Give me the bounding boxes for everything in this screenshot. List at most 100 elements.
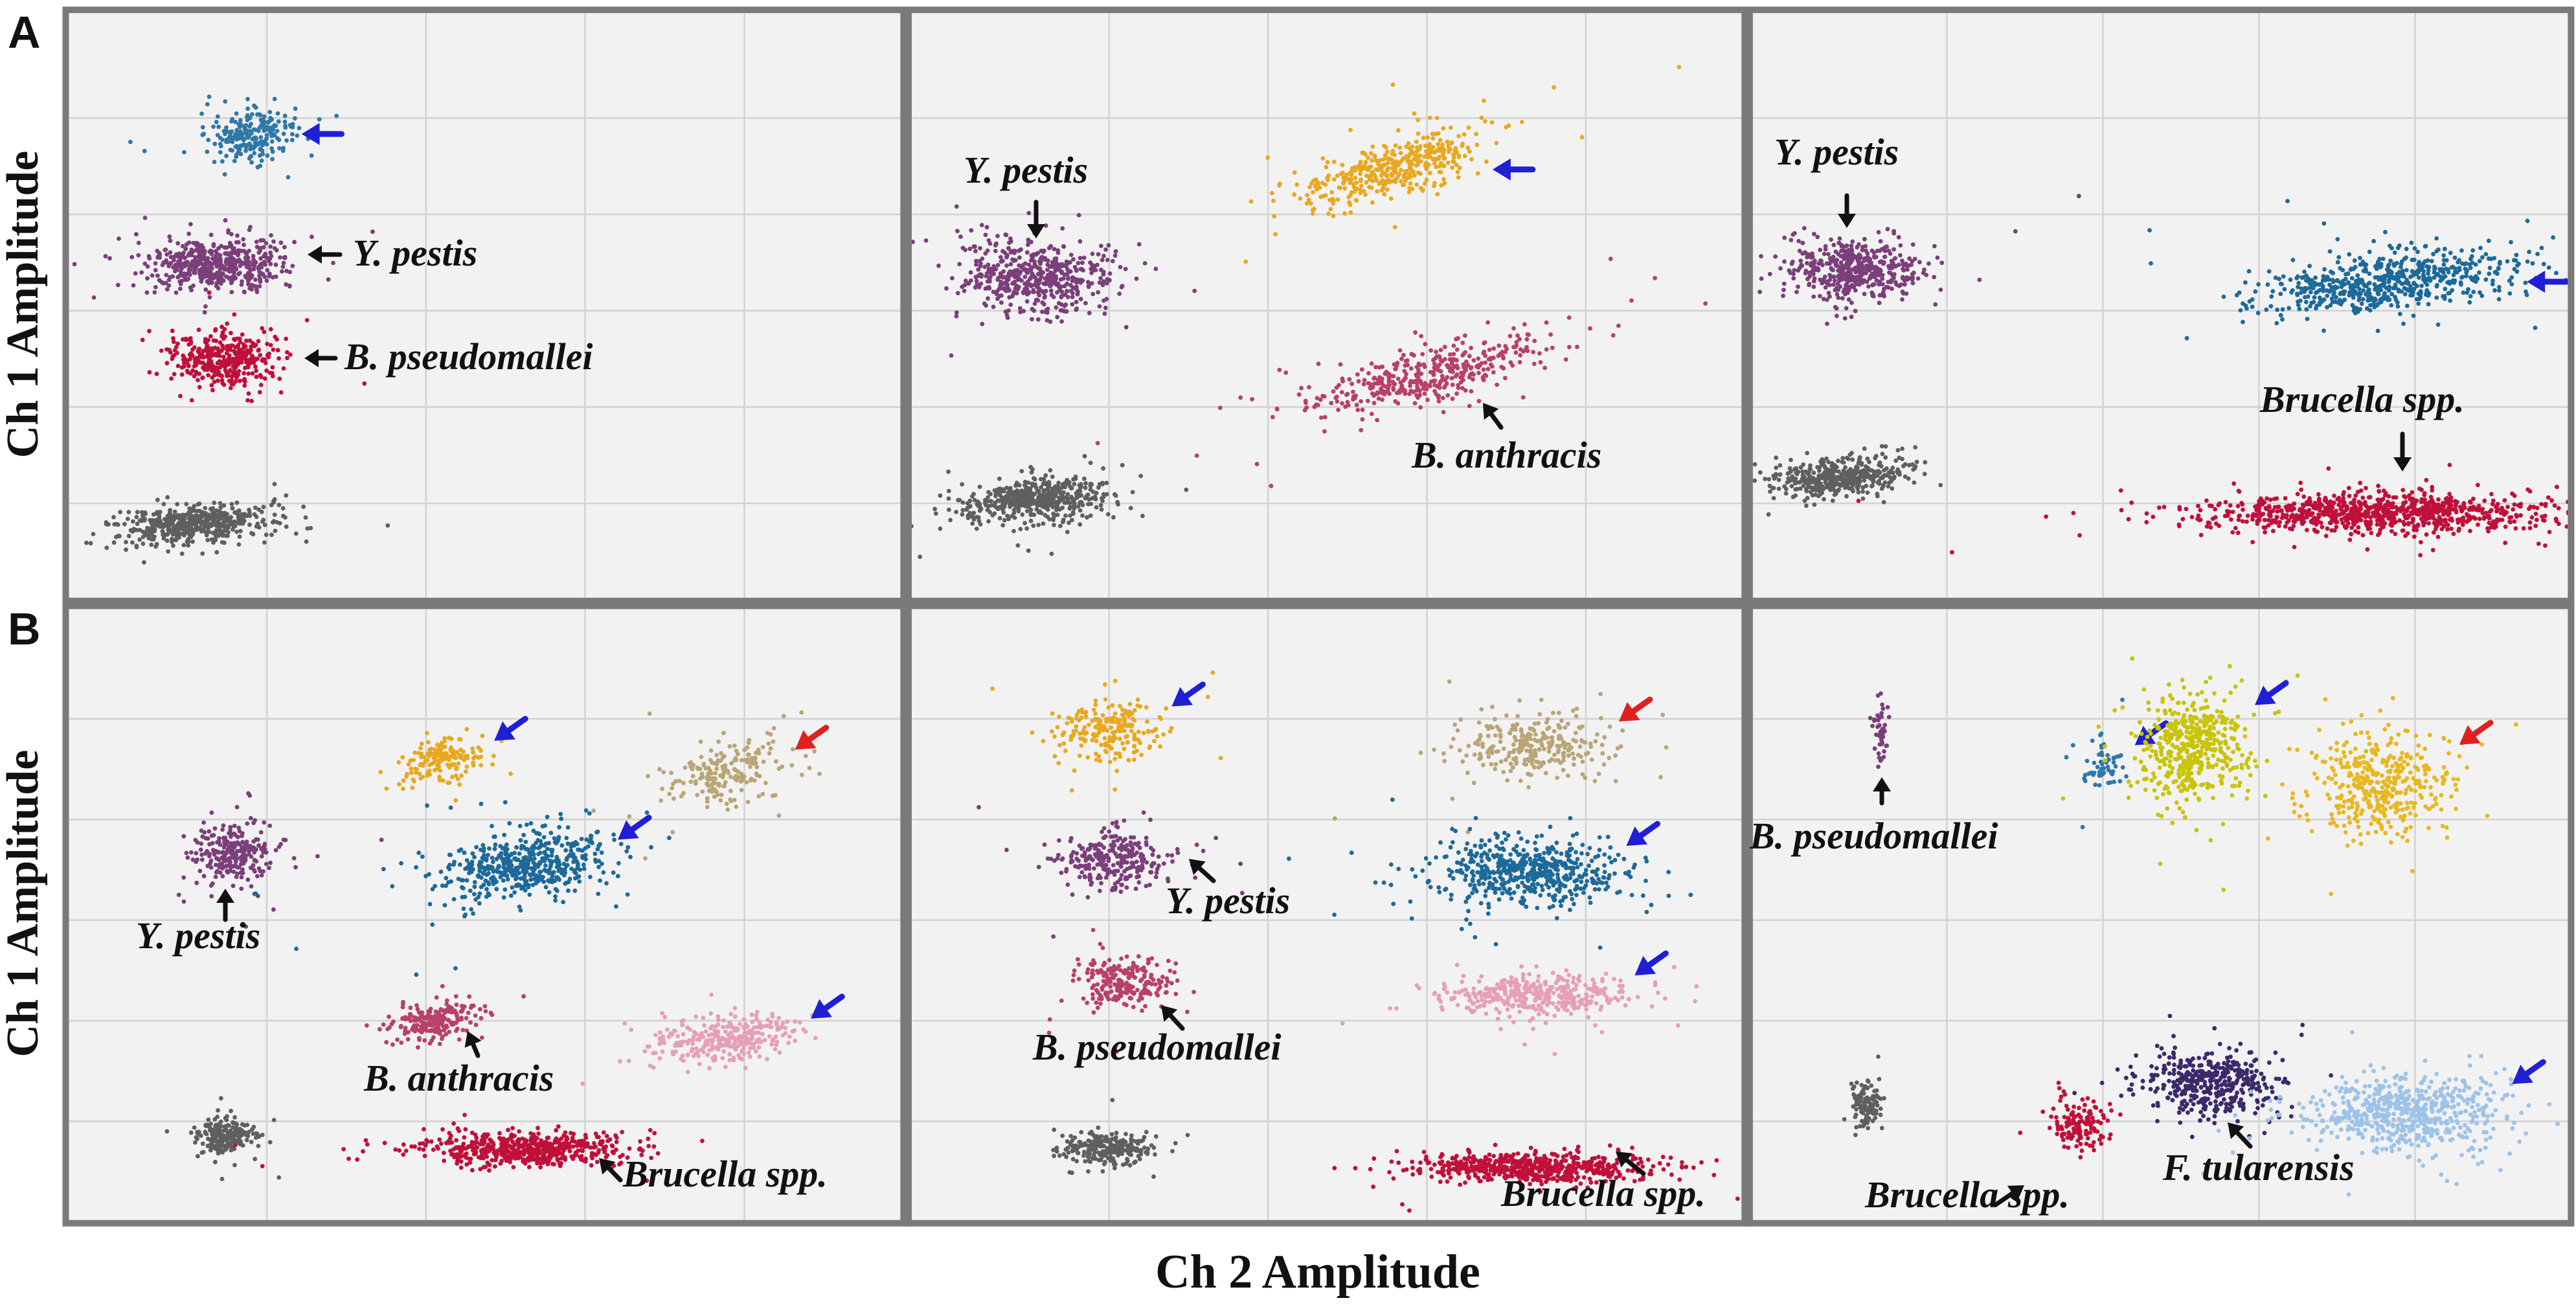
droplet-point xyxy=(2373,287,2378,292)
droplet-point xyxy=(1378,180,1383,185)
droplet-point xyxy=(1566,345,1572,350)
droplet-point xyxy=(218,150,223,155)
droplet-point xyxy=(288,269,292,275)
droplet-point xyxy=(2404,267,2409,273)
droplet-point xyxy=(270,365,275,370)
droplet-point xyxy=(284,138,289,143)
droplet-point xyxy=(233,345,238,350)
droplet-point xyxy=(247,511,252,516)
droplet-point xyxy=(1068,484,1072,489)
droplet-point xyxy=(155,249,160,253)
droplet-point xyxy=(999,495,1004,500)
droplet-point xyxy=(1410,187,1415,192)
droplet-point xyxy=(2474,274,2479,278)
droplet-point xyxy=(253,141,258,145)
droplet-point xyxy=(954,510,958,514)
cluster-gray xyxy=(84,482,390,565)
droplet-point xyxy=(1343,404,1348,409)
droplet-point xyxy=(277,503,282,508)
droplet-point xyxy=(1041,290,1046,294)
droplet-point xyxy=(1062,304,1067,308)
droplet-point xyxy=(1432,389,1437,394)
droplet-point xyxy=(1849,301,1854,305)
droplet-point xyxy=(267,109,273,115)
droplet-point xyxy=(250,112,254,117)
droplet-point xyxy=(145,264,150,269)
droplet-point xyxy=(2530,261,2535,266)
droplet-point xyxy=(1116,502,1120,507)
droplet-point xyxy=(1015,267,1020,273)
droplet-point xyxy=(164,347,169,352)
droplet-point xyxy=(1331,198,1336,203)
droplet-point xyxy=(2404,255,2408,260)
droplet-point xyxy=(1836,240,1842,245)
droplet-point xyxy=(1469,157,1474,162)
droplet-point xyxy=(1403,169,1408,174)
droplet-point xyxy=(1375,418,1380,422)
droplet-point xyxy=(2360,259,2366,264)
panel-a3 xyxy=(1746,6,2575,604)
droplet-point xyxy=(1090,490,1096,494)
droplet-point xyxy=(1217,405,1223,410)
droplet-point xyxy=(977,484,982,489)
droplet-point xyxy=(974,527,979,531)
droplet-point xyxy=(1192,288,1197,293)
droplet-point xyxy=(1855,266,1860,271)
droplet-point xyxy=(1552,85,1556,90)
droplet-point xyxy=(251,267,256,271)
droplet-point xyxy=(1849,274,1854,278)
droplet-point xyxy=(2346,280,2351,285)
droplet-point xyxy=(1298,196,1303,201)
droplet-point xyxy=(1012,279,1017,284)
droplet-point xyxy=(1789,238,1794,242)
droplet-point xyxy=(1042,295,1047,300)
droplet-point xyxy=(1808,467,1813,472)
droplet-point xyxy=(1410,151,1415,156)
droplet-point xyxy=(957,497,962,503)
droplet-point xyxy=(986,296,990,301)
droplet-point xyxy=(244,338,249,343)
droplet-point xyxy=(1449,361,1454,366)
droplet-point xyxy=(1443,384,1447,389)
droplet-point xyxy=(1844,282,1848,288)
droplet-point xyxy=(1802,226,1807,231)
droplet-point xyxy=(1373,167,1379,172)
droplet-point xyxy=(2281,274,2286,279)
droplet-point xyxy=(1339,390,1344,394)
droplet-point xyxy=(1399,356,1404,361)
droplet-point xyxy=(1797,249,1802,253)
droplet-point xyxy=(205,538,210,543)
droplet-point xyxy=(1083,301,1088,306)
droplet-point xyxy=(267,125,271,130)
droplet-point xyxy=(196,348,201,354)
droplet-point xyxy=(2304,307,2309,312)
droplet-point xyxy=(1474,131,1479,137)
droplet-point xyxy=(244,252,249,257)
droplet-point xyxy=(1898,243,1903,248)
droplet-point xyxy=(1382,192,1387,197)
droplet-point xyxy=(1880,273,1885,277)
droplet-point xyxy=(2395,304,2401,309)
droplet-point xyxy=(1386,166,1391,170)
droplet-point xyxy=(257,112,262,117)
droplet-point xyxy=(1304,201,1309,206)
droplet-point xyxy=(1335,399,1340,404)
droplet-point xyxy=(201,254,207,259)
droplet-point xyxy=(1058,523,1063,528)
droplet-point xyxy=(1012,516,1017,520)
droplet-point xyxy=(1812,276,1817,281)
droplet-point xyxy=(1447,357,1452,362)
droplet-point xyxy=(133,271,138,276)
droplet-point xyxy=(2447,281,2452,286)
droplet-point xyxy=(261,245,266,250)
droplet-point xyxy=(2278,313,2283,318)
droplet-point xyxy=(149,532,154,538)
droplet-point xyxy=(280,264,286,269)
droplet-point xyxy=(88,541,93,546)
droplet-point xyxy=(1045,318,1050,323)
droplet-point xyxy=(2265,282,2270,287)
droplet-point xyxy=(1488,357,1493,362)
droplet-point xyxy=(187,251,192,256)
droplet-point xyxy=(1068,288,1074,293)
droplet-point xyxy=(2296,284,2300,290)
